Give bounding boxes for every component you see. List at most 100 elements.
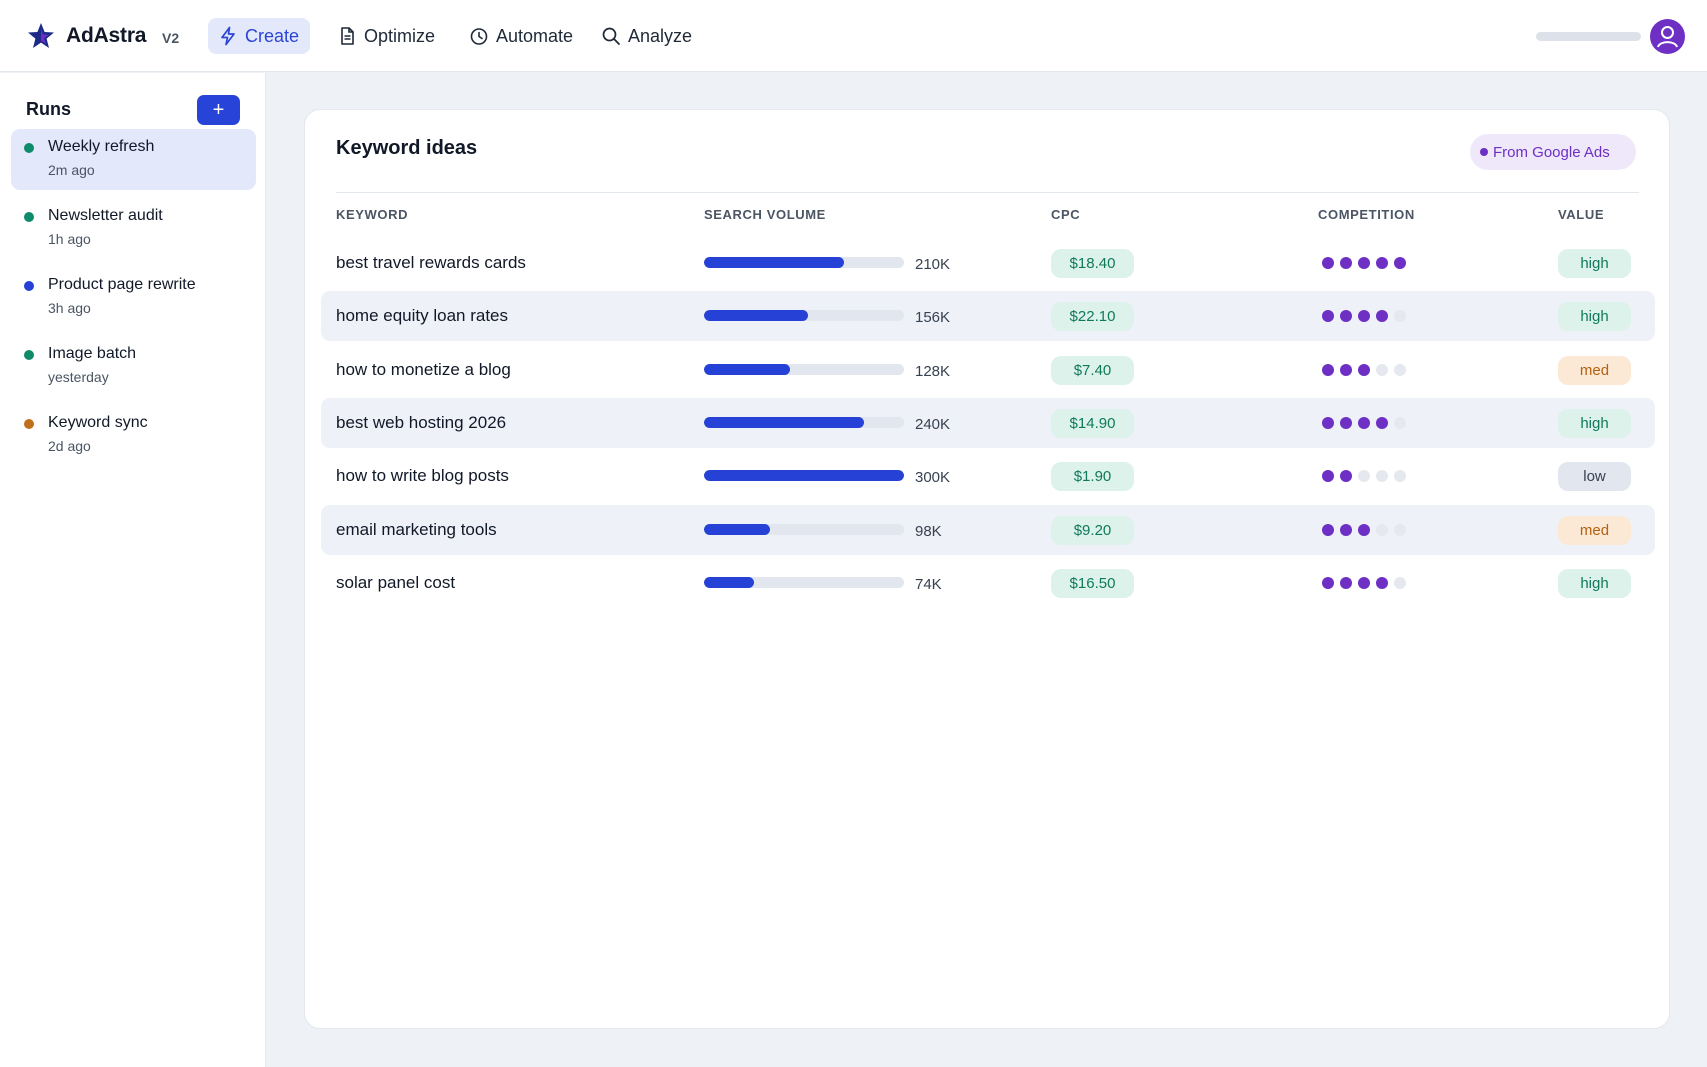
table-row[interactable]: how to monetize a blog 128K $7.40 med: [321, 345, 1655, 395]
search-volume-fill: [704, 364, 790, 375]
competition-dot: [1340, 257, 1352, 269]
competition-rating: [1322, 577, 1406, 589]
nav-automate-label: Automate: [496, 25, 574, 46]
run-time: yesterday: [48, 369, 109, 385]
column-header-value[interactable]: VALUE: [1558, 207, 1605, 222]
search-volume-bar: [704, 470, 904, 481]
competition-dot: [1394, 310, 1406, 322]
search-volume-fill: [704, 524, 770, 535]
search-volume-value: 210K: [915, 256, 951, 273]
run-status-dot: [24, 350, 34, 360]
keyword-text[interactable]: best travel rewards cards: [336, 253, 526, 272]
run-status-dot: [24, 212, 34, 222]
card-title: Keyword ideas: [336, 137, 478, 159]
run-status-dot: [24, 419, 34, 429]
competition-dot: [1394, 577, 1406, 589]
competition-dot: [1340, 470, 1352, 482]
run-item[interactable]: Weekly refresh 2m ago: [11, 129, 256, 190]
source-badge[interactable]: From Google Ads: [1470, 134, 1636, 170]
keyword-text[interactable]: how to monetize a blog: [336, 360, 511, 379]
run-item[interactable]: Newsletter audit 1h ago: [11, 198, 256, 259]
bolt-icon: [221, 26, 235, 46]
table-row[interactable]: best travel rewards cards 210K $18.40 high: [321, 238, 1655, 288]
run-time: 1h ago: [48, 231, 91, 247]
search-volume-fill: [704, 470, 904, 481]
cpc-badge: $18.40: [1051, 249, 1134, 278]
competition-dot: [1322, 470, 1334, 482]
table-row[interactable]: home equity loan rates 156K $22.10 high: [321, 291, 1655, 341]
table-row[interactable]: best web hosting 2026 240K $14.90 high: [321, 398, 1655, 448]
keyword-text[interactable]: solar panel cost: [336, 573, 456, 592]
table-row[interactable]: solar panel cost 74K $16.50 high: [321, 558, 1655, 608]
competition-rating: [1322, 257, 1406, 269]
search-volume-value: 300K: [915, 469, 951, 486]
keyword-text[interactable]: best web hosting 2026: [336, 413, 507, 432]
competition-dot: [1322, 417, 1334, 429]
keyword-text[interactable]: home equity loan rates: [336, 306, 508, 325]
divider: [336, 192, 1639, 193]
nav-analyze-label: Analyze: [628, 25, 693, 46]
search-volume-bar: [704, 417, 904, 428]
competition-dot: [1322, 310, 1334, 322]
search-icon: [602, 27, 620, 45]
nav-automate[interactable]: Automate: [459, 18, 583, 54]
competition-dot: [1376, 364, 1388, 376]
competition-dot: [1394, 470, 1406, 482]
run-time: 3h ago: [48, 300, 91, 316]
search-volume-bar: [704, 364, 904, 375]
keyword-text[interactable]: email marketing tools: [336, 520, 497, 539]
global-search-bar[interactable]: [1536, 32, 1641, 41]
search-volume-fill: [704, 257, 844, 268]
competition-dot: [1376, 470, 1388, 482]
keyword-text[interactable]: how to write blog posts: [336, 466, 509, 485]
run-item[interactable]: Product page rewrite 3h ago: [11, 267, 256, 328]
cpc-badge: $7.40: [1051, 356, 1134, 385]
search-volume-value: 98K: [915, 523, 942, 540]
run-status-dot: [24, 143, 34, 153]
value-badge: high: [1558, 569, 1631, 598]
source-label: From Google Ads: [1493, 143, 1610, 161]
brand-name[interactable]: AdAstra: [66, 24, 147, 47]
value-badge: high: [1558, 249, 1631, 278]
search-volume-fill: [704, 417, 864, 428]
value-badge: low: [1558, 462, 1631, 491]
column-header-keyword[interactable]: KEYWORD: [336, 207, 409, 222]
nav-create[interactable]: Create: [208, 18, 310, 54]
competition-dot: [1322, 577, 1334, 589]
competition-dot: [1322, 364, 1334, 376]
run-time: 2d ago: [48, 438, 91, 454]
competition-rating: [1322, 417, 1406, 429]
competition-dot: [1358, 470, 1370, 482]
competition-dot: [1358, 524, 1370, 536]
nav-analyze[interactable]: Analyze: [591, 18, 702, 54]
competition-rating: [1322, 470, 1406, 482]
competition-dot: [1358, 417, 1370, 429]
nav-optimize[interactable]: Optimize: [327, 18, 445, 54]
nav-optimize-label: Optimize: [364, 25, 436, 46]
cpc-badge: $9.20: [1051, 516, 1134, 545]
add-run-button[interactable]: +: [197, 95, 240, 125]
competition-dot: [1358, 310, 1370, 322]
run-name: Weekly refresh: [48, 138, 155, 155]
run-item[interactable]: Image batch yesterday: [11, 336, 256, 397]
table-row[interactable]: email marketing tools 98K $9.20 med: [321, 505, 1655, 555]
competition-dot: [1376, 257, 1388, 269]
competition-dot: [1376, 524, 1388, 536]
column-header-search-volume[interactable]: SEARCH VOLUME: [704, 207, 826, 222]
table-row[interactable]: how to write blog posts 300K $1.90 low: [321, 451, 1655, 501]
run-item[interactable]: Keyword sync 2d ago: [11, 405, 256, 466]
competition-dot: [1394, 364, 1406, 376]
column-header-cpc[interactable]: CPC: [1051, 207, 1081, 222]
competition-dot: [1394, 417, 1406, 429]
column-header-competition[interactable]: COMPETITION: [1318, 207, 1415, 222]
user-avatar[interactable]: [1650, 19, 1685, 54]
cpc-badge: $16.50: [1051, 569, 1134, 598]
search-volume-bar: [704, 310, 904, 321]
star-logo-icon[interactable]: [26, 21, 56, 51]
competition-rating: [1322, 524, 1406, 536]
search-volume-value: 74K: [915, 576, 942, 593]
competition-dot: [1340, 577, 1352, 589]
version-badge: V2: [162, 30, 180, 46]
competition-dot: [1394, 257, 1406, 269]
document-icon: [341, 27, 354, 45]
